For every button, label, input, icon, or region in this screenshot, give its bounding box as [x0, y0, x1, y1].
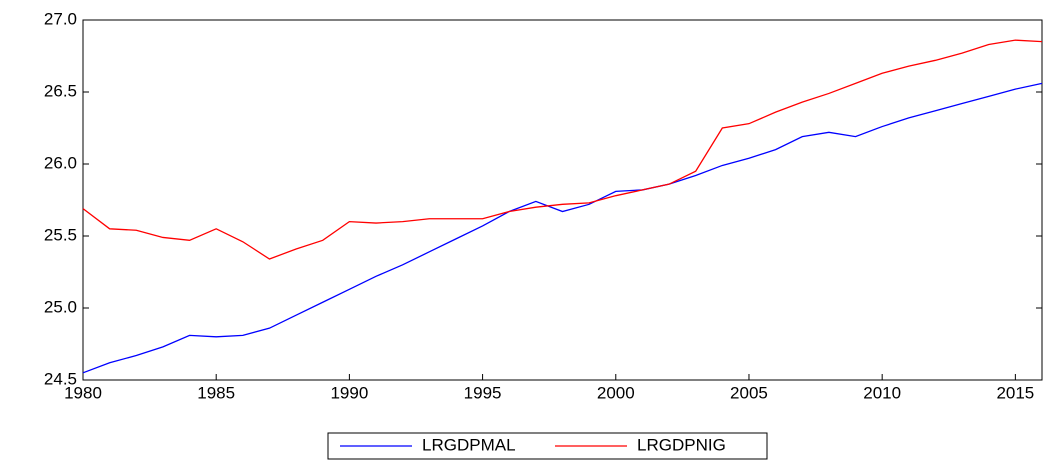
legend-label: LRGDPMAL [422, 435, 516, 454]
y-tick-label: 27.0 [44, 9, 77, 28]
x-tick-label: 1980 [64, 383, 102, 402]
x-tick-label: 2000 [597, 383, 635, 402]
y-tick-label: 26.5 [44, 81, 77, 100]
y-tick-label: 25.0 [44, 297, 77, 316]
plot-frame [82, 19, 1043, 381]
x-tick-label: 2005 [730, 383, 768, 402]
y-tick-label: 25.5 [44, 225, 77, 244]
series-line [82, 82, 1043, 374]
legend-label: LRGDPNIG [637, 435, 726, 454]
x-tick-label: 2010 [863, 383, 901, 402]
x-tick-label: 1990 [330, 383, 368, 402]
y-tick-label: 26.0 [44, 153, 77, 172]
x-tick-label: 2015 [996, 383, 1034, 402]
x-tick-label: 1985 [197, 383, 235, 402]
x-tick-label: 1995 [464, 383, 502, 402]
series-line [82, 39, 1043, 260]
y-tick-label: 24.5 [44, 369, 77, 388]
